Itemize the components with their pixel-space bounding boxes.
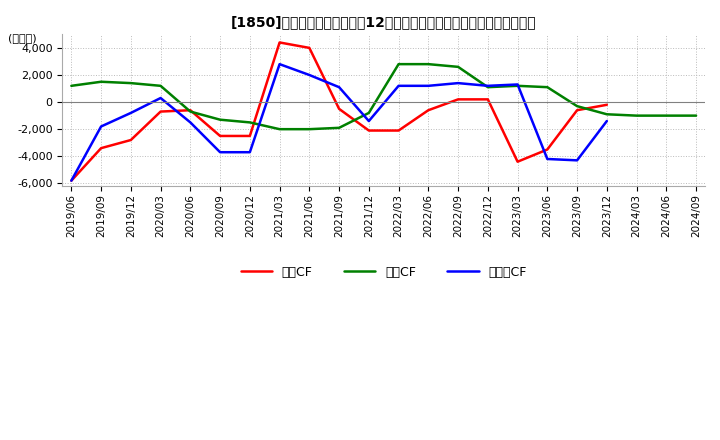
フリーCF (186, 120, 194, 125)
営業CF (216, 133, 225, 139)
営業CF (156, 109, 165, 114)
Line: 営業CF: 営業CF (71, 43, 607, 181)
フリーCF (454, 81, 462, 86)
営業CF (186, 107, 194, 113)
投資CF (67, 83, 76, 88)
投資CF (395, 62, 403, 67)
営業CF (573, 107, 582, 113)
フリーCF (424, 83, 433, 88)
投資CF (603, 112, 611, 117)
フリーCF (573, 158, 582, 163)
営業CF (424, 107, 433, 113)
フリーCF (335, 84, 343, 90)
フリーCF (305, 72, 314, 77)
投資CF (692, 113, 701, 118)
フリーCF (543, 156, 552, 161)
投資CF (275, 127, 284, 132)
投資CF (662, 113, 670, 118)
投資CF (454, 64, 462, 70)
Y-axis label: (百万円): (百万円) (8, 33, 37, 43)
投資CF (96, 79, 105, 84)
営業CF (543, 147, 552, 152)
投資CF (484, 84, 492, 90)
投資CF (513, 83, 522, 88)
投資CF (305, 127, 314, 132)
営業CF (127, 137, 135, 143)
フリーCF (96, 124, 105, 129)
フリーCF (275, 62, 284, 67)
営業CF (275, 40, 284, 45)
Line: 投資CF: 投資CF (71, 64, 696, 129)
フリーCF (484, 83, 492, 88)
Legend: 営業CF, 投資CF, フリーCF: 営業CF, 投資CF, フリーCF (235, 260, 532, 284)
フリーCF (156, 95, 165, 101)
フリーCF (246, 150, 254, 155)
投資CF (216, 117, 225, 122)
投資CF (364, 110, 373, 116)
営業CF (67, 178, 76, 183)
投資CF (246, 120, 254, 125)
営業CF (513, 159, 522, 165)
営業CF (96, 146, 105, 151)
営業CF (246, 133, 254, 139)
フリーCF (364, 118, 373, 124)
営業CF (603, 102, 611, 107)
投資CF (573, 103, 582, 109)
フリーCF (127, 110, 135, 116)
営業CF (305, 45, 314, 51)
投資CF (156, 83, 165, 88)
フリーCF (67, 178, 76, 183)
投資CF (424, 62, 433, 67)
投資CF (543, 84, 552, 90)
営業CF (335, 106, 343, 111)
Title: [1850]　キャッシュフローの12か月移動合計の対前年同期増減額の推移: [1850] キャッシュフローの12か月移動合計の対前年同期増減額の推移 (231, 15, 536, 29)
投資CF (127, 81, 135, 86)
投資CF (186, 109, 194, 114)
営業CF (364, 128, 373, 133)
フリーCF (216, 150, 225, 155)
営業CF (484, 97, 492, 102)
営業CF (454, 97, 462, 102)
フリーCF (395, 83, 403, 88)
投資CF (335, 125, 343, 131)
Line: フリーCF: フリーCF (71, 64, 607, 181)
フリーCF (603, 118, 611, 124)
営業CF (395, 128, 403, 133)
投資CF (632, 113, 641, 118)
フリーCF (513, 82, 522, 87)
